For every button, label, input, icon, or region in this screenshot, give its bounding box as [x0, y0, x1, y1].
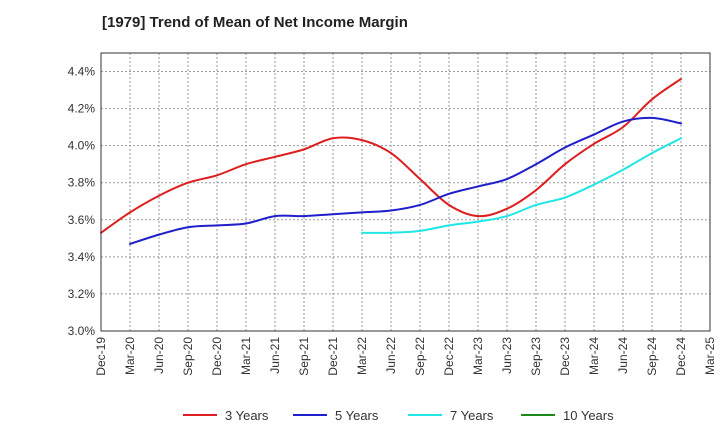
legend-item-5-years: 5 Years: [293, 408, 379, 423]
y-tick-label: 3.8%: [68, 176, 96, 190]
legend-label: 3 Years: [225, 408, 269, 423]
series-layer: [100, 77, 682, 245]
legend-label: 10 Years: [563, 408, 614, 423]
chart-title: [1979] Trend of Mean of Net Income Margi…: [102, 14, 408, 31]
legend-item-10-years: 10 Years: [521, 408, 614, 423]
x-tick-label: Mar-25: [703, 337, 717, 375]
x-tick-label: Jun-20: [152, 337, 166, 374]
y-tick-label: 3.2%: [68, 287, 96, 301]
x-tick-label: Jun-23: [500, 337, 514, 374]
y-tick-label: 4.0%: [68, 139, 96, 153]
x-tick-label: Dec-24: [674, 337, 688, 376]
x-axis: Dec-19 Mar-20 Jun-20 Sep-20 Dec-20 Mar-21 Jun-…: [94, 337, 717, 376]
x-tick-label: Sep-24: [645, 337, 659, 376]
y-tick-label: 4.4%: [68, 65, 96, 79]
y-tick-label: 3.6%: [68, 213, 96, 227]
x-tick-label: Dec-20: [210, 337, 224, 376]
legend-label: 5 Years: [335, 408, 379, 423]
x-tick-label: Sep-22: [413, 337, 427, 376]
x-tick-label: Dec-22: [442, 337, 456, 376]
x-tick-label: Sep-20: [181, 337, 195, 376]
plot-border: [100, 52, 711, 332]
x-tick-label: Jun-21: [268, 337, 282, 374]
x-tick-label: Mar-23: [471, 337, 485, 375]
plot-area: [101, 53, 710, 331]
x-tick-label: Dec-21: [326, 337, 340, 376]
x-tick-label: Sep-21: [297, 337, 311, 376]
legend-item-7-years: 7 Years: [408, 408, 494, 423]
series-line-5-years: [129, 116, 682, 245]
y-tick-label: 3.4%: [68, 250, 96, 264]
series-line-7-years: [361, 137, 682, 234]
x-tick-label: Jun-22: [384, 337, 398, 374]
x-tick-label: Sep-23: [529, 337, 543, 376]
legend-item-3-years: 3 Years: [183, 408, 269, 423]
legend-label: 7 Years: [450, 408, 494, 423]
y-axis: 3.0% 3.2% 3.4% 3.6% 3.8% 4.0% 4.2% 4.4%: [68, 65, 96, 338]
x-tick-label: Mar-24: [587, 337, 601, 375]
y-tick-label: 4.2%: [68, 102, 96, 116]
x-tick-label: Mar-21: [239, 337, 253, 375]
grid-lines: [101, 53, 710, 331]
x-tick-label: Dec-23: [558, 337, 572, 376]
x-tick-label: Mar-20: [123, 337, 137, 375]
x-tick-label: Dec-19: [94, 337, 108, 376]
x-tick-label: Jun-24: [616, 337, 630, 374]
x-tick-label: Mar-22: [355, 337, 369, 375]
legend: 3 Years 5 Years 7 Years 10 Years: [183, 408, 614, 423]
y-tick-label: 3.0%: [68, 324, 96, 338]
series-line-3-years: [100, 77, 682, 234]
